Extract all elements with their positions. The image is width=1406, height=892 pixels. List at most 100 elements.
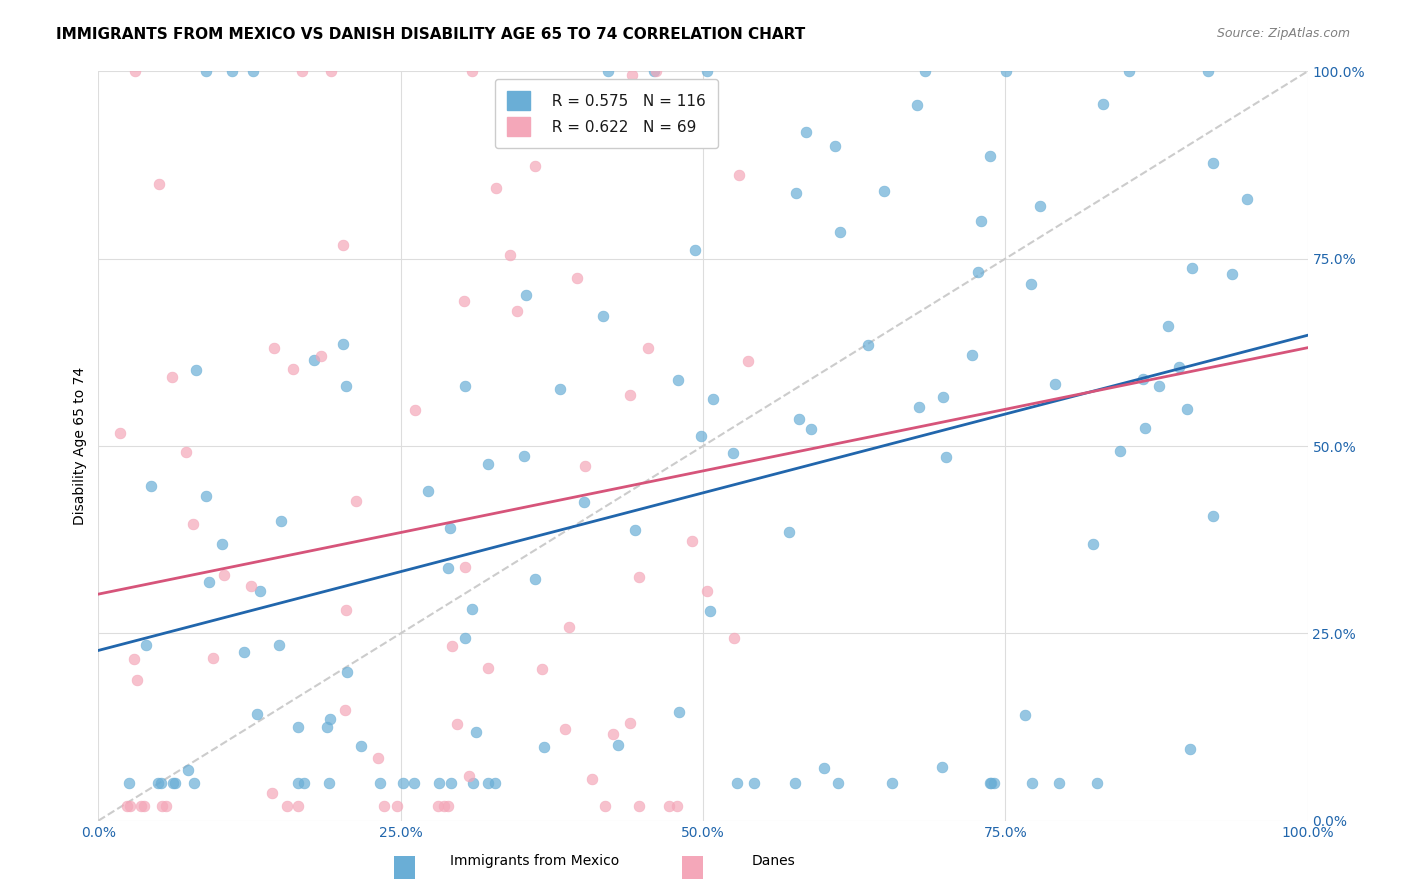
Point xyxy=(135,638,157,652)
Point xyxy=(402,776,425,790)
Point xyxy=(163,776,186,790)
Point xyxy=(392,776,415,790)
Point xyxy=(373,798,395,813)
Point xyxy=(725,776,748,790)
Point xyxy=(683,244,706,258)
Point xyxy=(932,390,955,404)
Point xyxy=(127,673,149,688)
Point xyxy=(813,761,835,775)
Point xyxy=(699,604,721,618)
Point xyxy=(454,560,477,574)
Point xyxy=(262,786,284,800)
Point xyxy=(1091,96,1114,111)
Point xyxy=(510,117,533,131)
Point xyxy=(177,764,200,778)
Legend:   R = 0.575   N = 116,   R = 0.622   N = 69: R = 0.575 N = 116, R = 0.622 N = 69 xyxy=(495,79,718,148)
Point xyxy=(619,716,641,731)
Point xyxy=(118,776,141,790)
Point xyxy=(1021,277,1043,291)
Point xyxy=(681,534,703,549)
Point xyxy=(129,798,152,813)
Point xyxy=(416,484,439,499)
Point xyxy=(1028,199,1050,213)
Point xyxy=(316,720,339,734)
Point xyxy=(1132,372,1154,386)
Point xyxy=(446,717,468,731)
Point xyxy=(1168,360,1191,375)
Point xyxy=(628,798,651,813)
Point xyxy=(737,353,759,368)
Point xyxy=(276,798,298,813)
Point xyxy=(1133,420,1156,434)
Point xyxy=(184,363,207,377)
Point xyxy=(1157,318,1180,333)
Point xyxy=(692,132,714,146)
Point xyxy=(141,479,163,493)
Point xyxy=(931,760,953,774)
Point xyxy=(477,776,499,790)
Point xyxy=(554,722,576,736)
Point xyxy=(485,181,508,195)
Point xyxy=(124,64,146,78)
Point xyxy=(176,445,198,459)
Point xyxy=(1149,378,1171,392)
Point xyxy=(1109,444,1132,458)
Point xyxy=(1202,509,1225,524)
Point xyxy=(270,514,292,528)
Point xyxy=(150,776,173,790)
Point xyxy=(249,583,271,598)
Point xyxy=(914,64,936,78)
Point xyxy=(367,751,389,765)
Point xyxy=(1043,376,1066,391)
Point xyxy=(513,449,536,463)
Point xyxy=(516,120,538,134)
Point xyxy=(689,429,711,443)
Point xyxy=(994,64,1017,78)
Point xyxy=(1222,267,1244,281)
Point xyxy=(465,725,488,739)
Point xyxy=(787,411,810,425)
Point xyxy=(318,776,340,790)
Point xyxy=(728,168,751,182)
Point xyxy=(332,337,354,351)
Point xyxy=(440,639,463,653)
Point xyxy=(283,362,305,376)
Point xyxy=(212,567,235,582)
Point xyxy=(195,64,218,78)
Point xyxy=(350,739,373,753)
Point xyxy=(1014,708,1036,723)
Point xyxy=(595,798,617,813)
Point xyxy=(332,238,354,252)
Point xyxy=(967,265,990,279)
Point xyxy=(436,798,458,813)
Point xyxy=(696,64,718,78)
Point xyxy=(721,446,744,460)
Point xyxy=(980,776,1002,790)
Point xyxy=(800,422,823,436)
Point xyxy=(908,400,931,414)
Point xyxy=(1085,776,1108,790)
Point xyxy=(1236,192,1258,206)
Point xyxy=(427,798,450,813)
Point xyxy=(1118,64,1140,78)
Y-axis label: Disability Age 65 to 74: Disability Age 65 to 74 xyxy=(73,367,87,525)
Point xyxy=(983,776,1005,790)
Point xyxy=(335,703,357,717)
Point xyxy=(970,214,993,228)
Point xyxy=(292,776,315,790)
Point xyxy=(1202,156,1225,170)
Point xyxy=(515,288,537,302)
Point xyxy=(134,798,156,813)
Point xyxy=(824,139,846,153)
Point xyxy=(304,353,326,368)
Point xyxy=(742,776,765,790)
Text: Immigrants from Mexico: Immigrants from Mexico xyxy=(450,855,619,868)
Point xyxy=(935,450,957,464)
Point xyxy=(461,64,484,78)
Point xyxy=(287,776,309,790)
Point xyxy=(778,525,800,540)
Point xyxy=(499,248,522,262)
Point xyxy=(477,661,499,675)
Point xyxy=(665,798,688,813)
Point xyxy=(433,798,456,813)
